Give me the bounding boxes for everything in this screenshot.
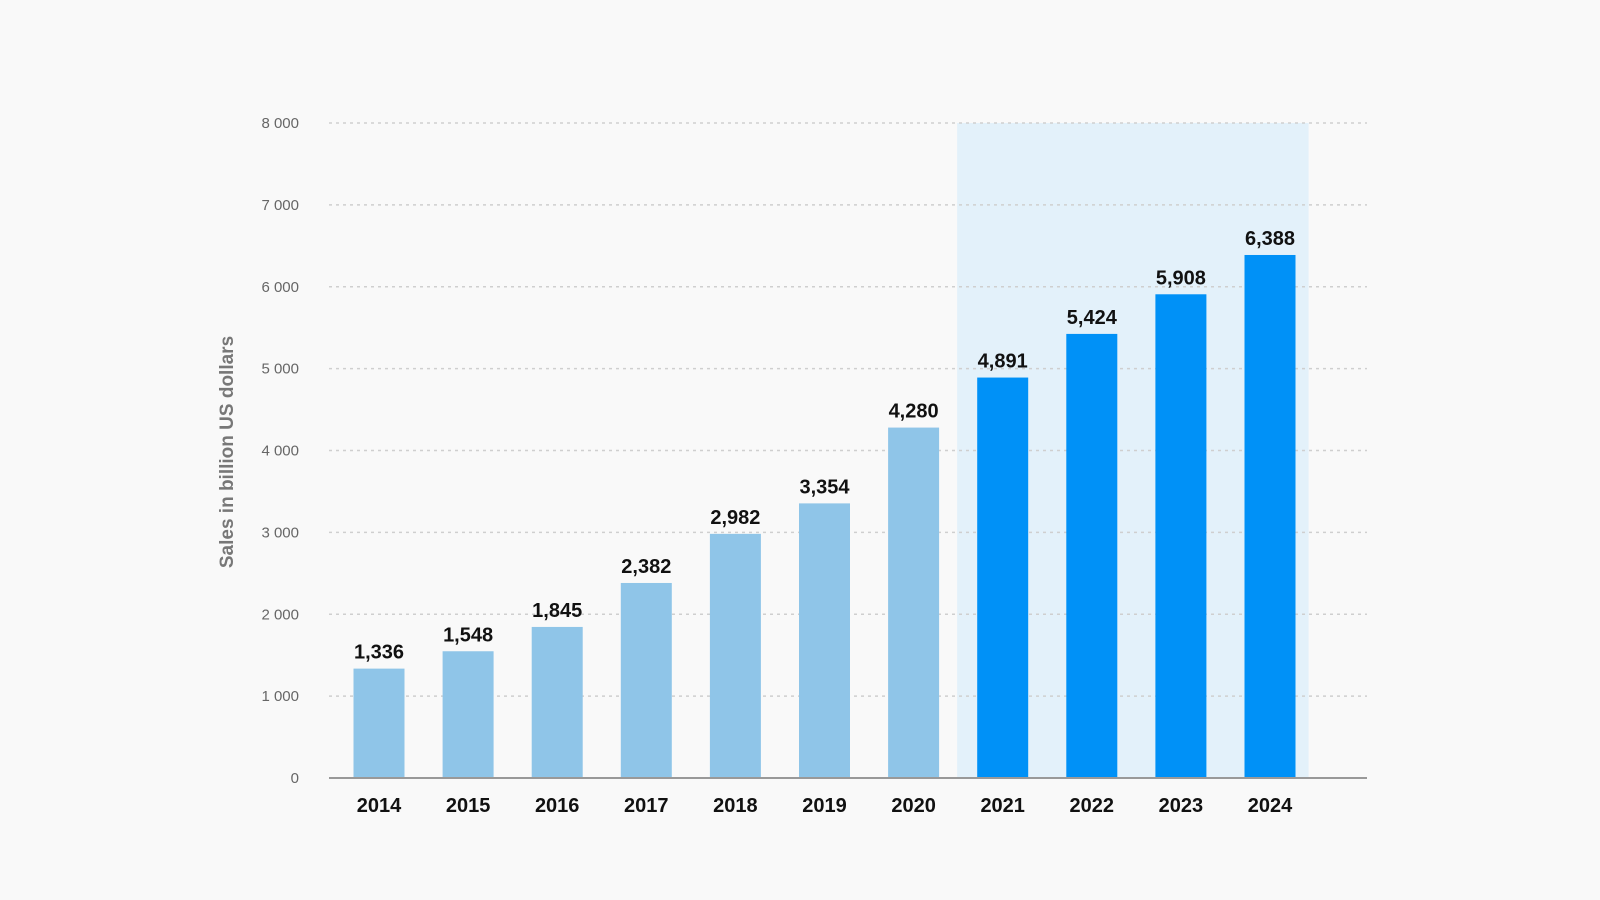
y-tick-label: 2 000	[261, 606, 299, 623]
bar-2021	[977, 377, 1029, 778]
x-tick-label: 2018	[713, 795, 758, 817]
data-label: 4,891	[978, 351, 1028, 373]
x-tick-label: 2016	[535, 795, 580, 817]
x-tick-label: 2019	[802, 795, 847, 817]
data-label: 4,280	[889, 401, 939, 423]
data-label: 3,354	[799, 476, 850, 498]
x-tick-label: 2021	[980, 795, 1025, 817]
bar-2017	[620, 582, 672, 778]
bar-2016	[531, 626, 583, 778]
data-label: 5,908	[1156, 267, 1206, 289]
x-tick-label: 2014	[357, 795, 402, 817]
bar-2024	[1244, 254, 1296, 779]
data-label: 1,336	[354, 642, 404, 664]
y-tick-label: 6 000	[261, 279, 299, 296]
x-tick-label: 2015	[446, 795, 491, 817]
bar-2022	[1066, 333, 1118, 778]
bar-2015	[442, 651, 494, 778]
y-tick-label: 3 000	[261, 524, 299, 541]
bar-2023	[1155, 294, 1207, 778]
data-label: 2,382	[621, 556, 671, 578]
bar-2020	[888, 427, 940, 778]
data-label: 2,982	[710, 507, 760, 529]
x-tick-label: 2023	[1159, 795, 1204, 817]
y-tick-label: 4 000	[261, 443, 299, 460]
data-label: 1,548	[443, 624, 493, 646]
x-tick-label: 2022	[1070, 795, 1115, 817]
data-label: 6,388	[1245, 228, 1295, 250]
data-label: 5,424	[1067, 307, 1118, 329]
bar-2019	[799, 503, 850, 778]
y-axis-title: Sales in billion US dollars	[217, 336, 238, 568]
x-tick-label: 2024	[1248, 795, 1293, 817]
bar-2018	[709, 533, 761, 778]
y-tick-label: 8 000	[261, 115, 299, 132]
y-tick-label: 5 000	[261, 361, 299, 378]
y-tick-label: 1 000	[261, 688, 299, 705]
x-tick-label: 2020	[891, 795, 936, 817]
y-tick-label: 7 000	[261, 197, 299, 214]
x-tick-label: 2017	[624, 795, 669, 817]
data-label: 1,845	[532, 600, 582, 622]
bar-2014	[353, 668, 405, 778]
y-tick-label: 0	[291, 770, 299, 787]
